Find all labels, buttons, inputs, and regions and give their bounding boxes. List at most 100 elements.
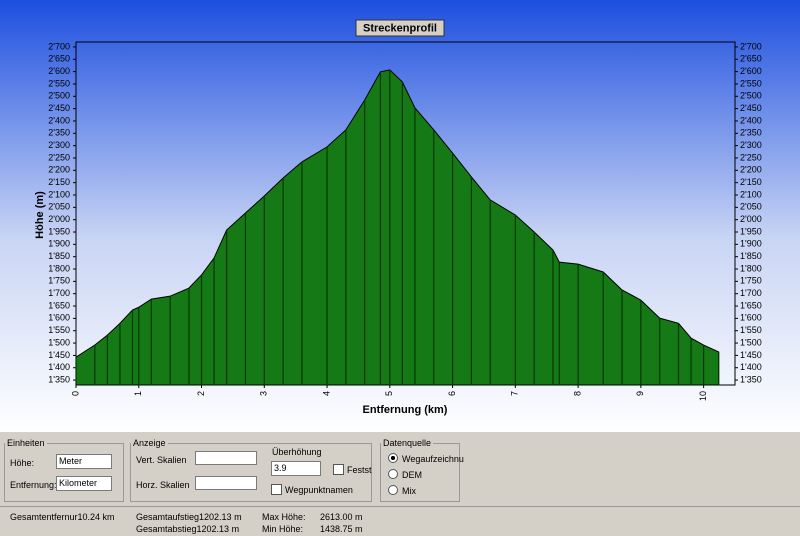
y-tick-label: 2'250 [48, 152, 70, 162]
y-tick-label: 1'500 [48, 337, 70, 347]
y-tick-label: 1'550 [48, 325, 70, 335]
y-tick-label: 1'750 [48, 276, 70, 286]
anzeige-group: Anzeige [130, 438, 372, 502]
chart-title: Streckenprofil [363, 22, 437, 34]
status-text: Gesamtabstieg1202.13 m [136, 524, 240, 534]
y-tick-label-right: 1'600 [740, 313, 762, 323]
y-tick-label-right: 2'700 [740, 41, 762, 51]
y-tick-label-right: 2'450 [740, 103, 762, 113]
y-tick-label-right: 1'400 [740, 362, 762, 372]
y-tick-label-right: 2'200 [740, 165, 762, 175]
y-tick-label-right: 2'350 [740, 128, 762, 138]
y-tick-label: 2'200 [48, 165, 70, 175]
y-tick-label: 2'050 [48, 202, 70, 212]
x-tick-label: 6 [447, 391, 457, 396]
x-tick-label: 8 [572, 391, 582, 396]
y-tick-label: 1'350 [48, 374, 70, 384]
x-tick-label: 3 [259, 391, 269, 396]
title-box [355, 19, 445, 37]
slider[interactable] [195, 476, 257, 490]
status-text: Min Höhe: [262, 524, 304, 534]
y-tick-label-right: 2'150 [740, 177, 762, 187]
status-text: Max Höhe: [262, 512, 306, 522]
radio[interactable] [388, 485, 398, 495]
label: Mix [402, 486, 416, 496]
status-text: Gesamtaufstieg1202.13 m [136, 512, 242, 522]
y-tick-label: 1'800 [48, 263, 70, 273]
y-tick-label: 1'700 [48, 288, 70, 298]
y-tick-label: 2'000 [48, 214, 70, 224]
x-tick-label: 1 [133, 391, 143, 396]
y-tick-label-right: 2'300 [740, 140, 762, 150]
label: Überhöhung [272, 447, 322, 457]
y-tick-label-right: 2'550 [740, 78, 762, 88]
radio[interactable] [388, 453, 398, 463]
status-text: 1438.75 m [320, 524, 363, 534]
separator [0, 506, 800, 507]
y-tick-label: 1'450 [48, 350, 70, 360]
select[interactable]: Kilometer [56, 476, 112, 491]
y-tick-label-right: 2'250 [740, 152, 762, 162]
checkbox[interactable] [333, 464, 344, 475]
y-tick-label-right: 2'000 [740, 214, 762, 224]
y-tick-label: 2'350 [48, 128, 70, 138]
y-tick-label-right: 1'850 [740, 251, 762, 261]
x-tick-label: 2 [196, 391, 206, 396]
y-tick-label-right: 2'400 [740, 115, 762, 125]
x-tick-label: 9 [635, 391, 645, 396]
y-axis-label: Höhe (m) [34, 191, 46, 239]
status-text: Gesamtentfernur10.24 km [10, 512, 115, 522]
y-tick-label-right: 1'450 [740, 350, 762, 360]
y-tick-label-right: 2'650 [740, 54, 762, 64]
label: Entfernung: [10, 480, 57, 490]
label: Wegpunktnamen [285, 485, 353, 495]
y-tick-label: 2'550 [48, 78, 70, 88]
y-tick-label: 2'400 [48, 115, 70, 125]
y-tick-label-right: 2'600 [740, 66, 762, 76]
status-text: 2613.00 m [320, 512, 363, 522]
y-tick-label: 2'450 [48, 103, 70, 113]
y-tick-label-right: 1'700 [740, 288, 762, 298]
label: Höhe: [10, 458, 35, 468]
spin-input[interactable]: 3.9 [271, 461, 321, 476]
y-tick-label: 1'600 [48, 313, 70, 323]
y-tick-label: 1'400 [48, 362, 70, 372]
x-tick-label: 5 [384, 391, 394, 396]
radio[interactable] [388, 469, 398, 479]
y-tick-label-right: 2'050 [740, 202, 762, 212]
label: DEM [402, 470, 422, 480]
y-tick-label: 1'850 [48, 251, 70, 261]
label: Wegaufzeichnu [402, 454, 464, 464]
x-axis-label: Entfernung (km) [363, 404, 448, 416]
x-tick-label: 4 [321, 391, 331, 396]
chart: Streckenprofil Höhe (m) Entfernung (km) … [0, 0, 800, 432]
y-tick-label: 1'900 [48, 239, 70, 249]
y-tick-label: 2'300 [48, 140, 70, 150]
x-tick-label: 10 [698, 391, 708, 401]
y-tick-label-right: 1'750 [740, 276, 762, 286]
group-title: Datenquelle [383, 438, 432, 448]
y-tick-label: 2'600 [48, 66, 70, 76]
select[interactable]: Meter [56, 454, 112, 469]
label: Festst [347, 465, 372, 475]
y-tick-label-right: 1'900 [740, 239, 762, 249]
x-tick-label: 7 [510, 391, 520, 396]
y-tick-label-right: 2'100 [740, 189, 762, 199]
y-tick-label-right: 1'950 [740, 226, 762, 236]
x-tick-label: 0 [70, 391, 80, 396]
label: Horz. Skalien [136, 480, 190, 490]
y-tick-label-right: 1'800 [740, 263, 762, 273]
group-title: Anzeige [133, 438, 166, 448]
group-title: Einheiten [7, 438, 45, 448]
datenquelle-group: Datenquelle [380, 438, 460, 502]
slider[interactable] [195, 451, 257, 465]
y-tick-label: 2'500 [48, 91, 70, 101]
label: Vert. Skalien [136, 455, 187, 465]
y-tick-label-right: 2'500 [740, 91, 762, 101]
y-tick-label-right: 1'650 [740, 300, 762, 310]
y-tick-label: 1'650 [48, 300, 70, 310]
y-tick-label: 2'100 [48, 189, 70, 199]
checkbox[interactable] [271, 484, 282, 495]
y-tick-label: 2'700 [48, 41, 70, 51]
